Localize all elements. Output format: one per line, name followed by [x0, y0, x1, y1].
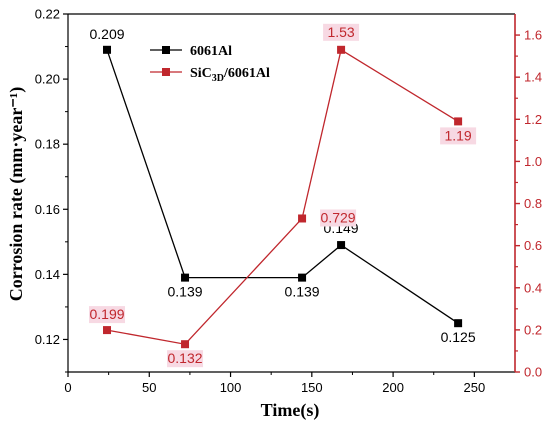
data-label-1-1: 0.132 — [168, 350, 203, 366]
data-label-1-4: 1.19 — [444, 127, 471, 143]
y-right-tick-label-5: 1.0 — [524, 154, 542, 169]
x-axis-title: Time(s) — [261, 400, 320, 421]
data-label-1-0: 0.199 — [89, 306, 124, 322]
y-right-tick-label-3: 0.6 — [524, 238, 542, 253]
data-point-1-3 — [337, 45, 346, 54]
data-point-0-3 — [337, 241, 346, 250]
data-label-bg-1-1 — [167, 350, 204, 368]
data-label-0-0: 0.209 — [89, 26, 124, 42]
data-point-1-0 — [103, 326, 112, 335]
x-tick-label-4: 200 — [382, 380, 404, 395]
data-point-1-2 — [298, 214, 307, 223]
data-label-bg-1-3 — [323, 23, 360, 41]
legend-label-sic3d-base: SiC — [190, 66, 212, 81]
data-label-0-1: 0.139 — [168, 284, 203, 300]
y-left-tick-label-1: 0.14 — [35, 267, 60, 282]
legend-marker-sic3d — [162, 68, 170, 76]
x-tick-label-1: 50 — [142, 380, 156, 395]
data-point-0-0 — [103, 45, 112, 54]
data-point-0-4 — [454, 319, 463, 328]
y-right-tick-label-7: 1.4 — [524, 70, 542, 85]
y-left-tick-label-2: 0.16 — [35, 202, 60, 217]
data-point-1-1 — [181, 340, 190, 349]
y-right-tick-label-8: 1.6 — [524, 28, 542, 43]
y-right-tick-label-1: 0.2 — [524, 322, 542, 337]
y-right-tick-label-6: 1.2 — [524, 112, 542, 127]
legend-label-sic3d: SiC3D/6061Al — [190, 66, 270, 84]
legend-label-6061al: 6061Al — [190, 44, 232, 59]
data-label-bg-1-2 — [320, 209, 357, 227]
y-left-tick-label-5: 0.22 — [35, 7, 60, 22]
legend-marker-6061al — [162, 46, 170, 54]
data-label-0-4: 0.125 — [441, 329, 476, 345]
y-left-tick-label-3: 0.18 — [35, 137, 60, 152]
legend: 6061Al SiC3D/6061Al — [150, 44, 270, 84]
x-tick-label-0: 0 — [64, 380, 71, 395]
legend-label-sic3d-tail: /6061Al — [223, 66, 270, 81]
data-label-1-3: 1.53 — [327, 24, 354, 40]
x-tick-label-2: 100 — [220, 380, 242, 395]
x-tick-label-3: 150 — [301, 380, 323, 395]
y-left-tick-label-4: 0.20 — [35, 72, 60, 87]
x-tick-label-5: 250 — [464, 380, 486, 395]
data-point-0-1 — [181, 273, 190, 282]
y-right-tick-label-2: 0.4 — [524, 280, 542, 295]
legend-label-sic3d-sub: 3D — [212, 73, 224, 84]
y-right-tick-label-4: 0.8 — [524, 196, 542, 211]
data-label-1-2: 0.729 — [321, 209, 356, 225]
y-axis-title: Corrosion rate (mm·year⁻¹) — [6, 87, 27, 302]
data-label-0-2: 0.139 — [285, 284, 320, 300]
data-label-bg-1-4 — [440, 127, 477, 145]
series-line-1 — [106, 48, 459, 345]
series-line-0 — [106, 49, 459, 324]
data-label-bg-1-0 — [89, 306, 126, 324]
y-right-tick-label-0: 0.0 — [524, 365, 542, 380]
data-point-0-2 — [298, 273, 307, 282]
data-point-1-4 — [454, 117, 463, 126]
y-left-tick-label-0: 0.12 — [35, 332, 60, 347]
